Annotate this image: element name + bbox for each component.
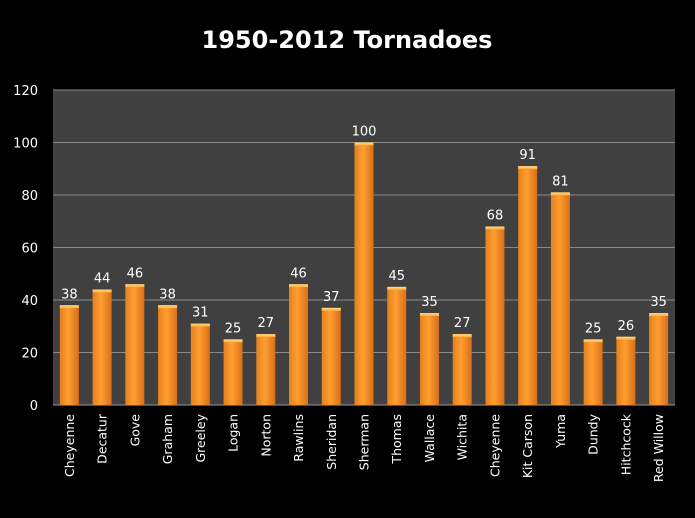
data-label: 44 bbox=[94, 272, 111, 287]
x-tick-label: Hitchcock bbox=[618, 413, 633, 475]
bar-cap bbox=[616, 336, 636, 340]
bar-cap bbox=[256, 334, 276, 338]
y-tick-label: 40 bbox=[21, 294, 38, 309]
data-label: 46 bbox=[290, 266, 307, 281]
bar-cap bbox=[387, 286, 407, 290]
x-tick-label: Cheyenne bbox=[487, 414, 502, 477]
data-label: 31 bbox=[192, 306, 209, 321]
bar bbox=[92, 289, 112, 405]
data-label: 27 bbox=[258, 316, 275, 331]
x-tick-label: Cheyenne bbox=[62, 414, 77, 477]
bar-cap bbox=[158, 305, 178, 309]
bar-cap bbox=[354, 142, 374, 146]
bar bbox=[452, 334, 472, 405]
data-label: 35 bbox=[650, 295, 667, 310]
bar bbox=[583, 339, 603, 405]
x-tick-label: Logan bbox=[226, 414, 241, 452]
x-tick-label: Graham bbox=[160, 414, 175, 464]
bar bbox=[256, 334, 276, 405]
bar bbox=[190, 323, 210, 405]
data-label: 35 bbox=[421, 295, 438, 310]
x-tick-label: Gove bbox=[127, 414, 142, 447]
bar bbox=[158, 305, 178, 405]
x-tick-label: Decatur bbox=[95, 413, 110, 464]
bar bbox=[289, 284, 309, 405]
data-label: 46 bbox=[127, 266, 144, 281]
x-tick-label: Sherman bbox=[357, 414, 372, 470]
data-label: 25 bbox=[585, 321, 602, 336]
bar-cap bbox=[92, 289, 112, 293]
data-label: 45 bbox=[388, 269, 405, 284]
data-label: 68 bbox=[487, 209, 504, 224]
x-tick-label: Rawlins bbox=[291, 414, 306, 462]
bar-cap bbox=[321, 307, 341, 311]
bar-cap bbox=[452, 334, 472, 338]
data-label: 91 bbox=[519, 148, 536, 163]
bar-cap bbox=[59, 305, 79, 309]
bar bbox=[485, 226, 505, 405]
x-tick-label: Thomas bbox=[389, 414, 404, 465]
bar bbox=[616, 336, 636, 405]
bar-cap bbox=[550, 192, 570, 196]
bar bbox=[518, 166, 538, 405]
data-label: 81 bbox=[552, 174, 569, 189]
x-tick-label: Dundy bbox=[586, 413, 601, 454]
bar-cap bbox=[518, 166, 538, 170]
bar bbox=[321, 307, 341, 405]
data-label: 37 bbox=[323, 290, 340, 305]
y-tick-label: 60 bbox=[21, 242, 38, 257]
x-tick-label: Wichita bbox=[455, 414, 470, 460]
bar-cap bbox=[419, 313, 439, 317]
data-label: 100 bbox=[352, 125, 377, 140]
data-label: 26 bbox=[618, 319, 635, 334]
bar bbox=[354, 142, 374, 405]
bar-cap bbox=[485, 226, 505, 230]
bar bbox=[125, 284, 145, 405]
data-label: 25 bbox=[225, 321, 242, 336]
x-tick-label: Kit Carson bbox=[520, 414, 535, 478]
bar-cap bbox=[223, 339, 243, 343]
x-tick-label: Red Willow bbox=[651, 414, 666, 482]
bar bbox=[419, 313, 439, 405]
chart-title: 1950-2012 Tornadoes bbox=[202, 26, 493, 54]
bar bbox=[550, 192, 570, 405]
bar-cap bbox=[649, 313, 669, 317]
y-tick-label: 120 bbox=[13, 84, 38, 99]
bar bbox=[387, 286, 407, 405]
data-label: 38 bbox=[61, 287, 78, 302]
bar-cap bbox=[125, 284, 145, 288]
x-tick-label: Norton bbox=[258, 414, 273, 457]
y-tick-label: 20 bbox=[21, 347, 38, 362]
bar-cap bbox=[289, 284, 309, 288]
x-tick-label: Wallace bbox=[422, 414, 437, 463]
bar-cap bbox=[190, 323, 210, 327]
bar bbox=[59, 305, 79, 405]
y-tick-label: 80 bbox=[21, 189, 38, 204]
bar bbox=[649, 313, 669, 405]
bar bbox=[223, 339, 243, 405]
data-label: 38 bbox=[159, 287, 176, 302]
y-tick-label: 100 bbox=[13, 137, 38, 152]
x-tick-label: Yuma bbox=[553, 414, 568, 449]
data-label: 27 bbox=[454, 316, 471, 331]
bar-cap bbox=[583, 339, 603, 343]
x-tick-label: Greeley bbox=[193, 413, 208, 462]
x-tick-label: Sheridan bbox=[324, 414, 339, 470]
y-tick-label: 0 bbox=[30, 399, 38, 414]
